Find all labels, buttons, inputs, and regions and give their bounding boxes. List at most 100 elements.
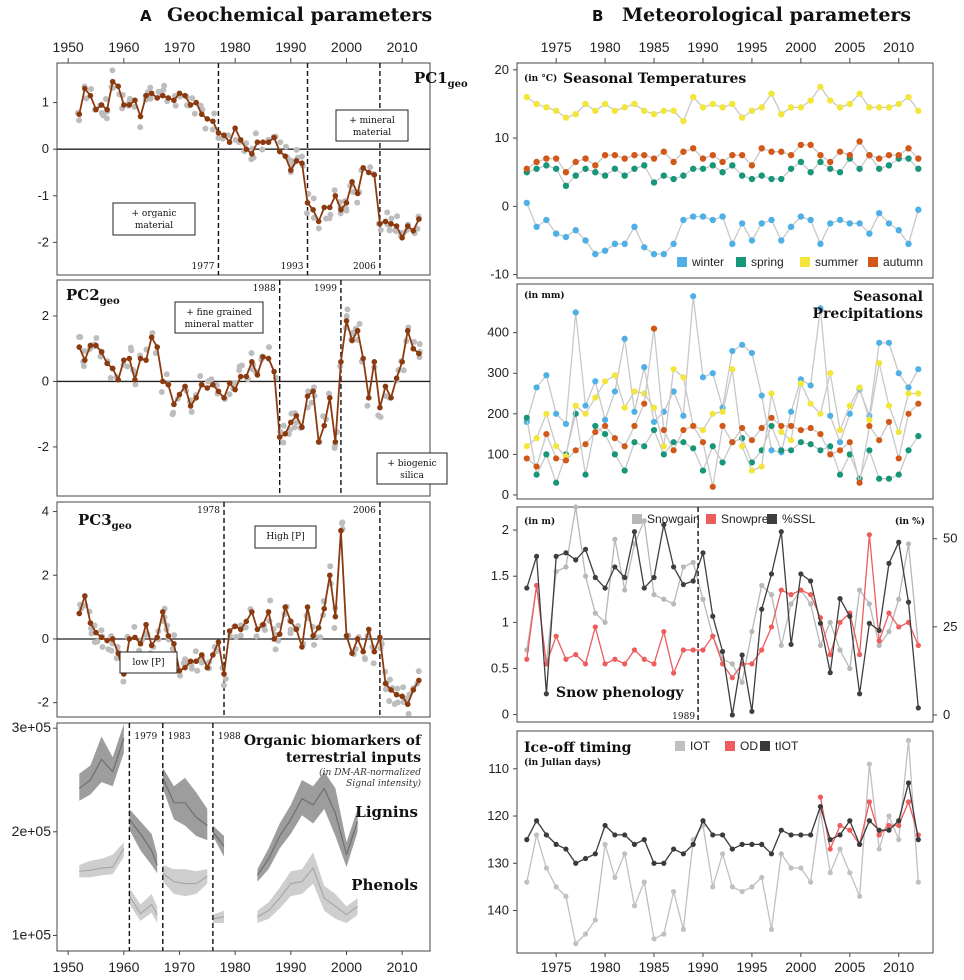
replicate-point: [343, 313, 350, 320]
temp-autumn-point: [650, 155, 658, 162]
pc-point: [93, 342, 99, 349]
snow-pct-SSL-point: [778, 529, 784, 535]
replicate-point: [172, 102, 179, 109]
temp-summer-point: [592, 107, 599, 114]
temp-spring-point: [621, 172, 628, 179]
pc-point: [143, 92, 149, 99]
prec-winter-point: [621, 335, 628, 342]
replicate-point: [236, 363, 243, 370]
pc-point: [148, 90, 155, 97]
replicate-point: [197, 373, 204, 380]
legend-label: winter: [691, 255, 724, 269]
replicate-point: [237, 632, 244, 639]
right-panel-letter: B: [592, 7, 603, 25]
prec-autumn-point: [572, 447, 579, 454]
ice-IOT-point: [778, 851, 784, 857]
ice-tIOT-point: [886, 827, 892, 833]
pc-point: [404, 327, 411, 334]
pc-point: [371, 359, 378, 365]
snow-pct-SSL-point: [680, 581, 687, 588]
temp-winter-point: [885, 220, 893, 227]
replicate-point: [375, 412, 382, 419]
prec-winter-point: [670, 388, 677, 395]
snow-Snowprec-point: [573, 652, 579, 658]
panel-label: PC3geo: [78, 511, 132, 532]
pc-point: [388, 687, 394, 693]
unit-label: (in mm): [524, 290, 565, 301]
temp-autumn-point: [915, 155, 922, 162]
temp-winter-point: [611, 240, 619, 248]
temp-autumn-point: [552, 155, 560, 162]
pc-point: [159, 378, 166, 385]
y-tick-label: 400: [487, 325, 509, 340]
temp-winter-point: [689, 213, 697, 220]
pc-point: [399, 234, 405, 241]
prec-autumn-point: [680, 426, 687, 434]
ice-IOT-point: [671, 888, 677, 895]
prec-spring-point: [670, 439, 677, 446]
pc-point: [187, 403, 194, 409]
series-line-phenols: [128, 895, 158, 915]
replicate-point: [163, 371, 170, 378]
prec-spring-point: [866, 447, 873, 454]
snow-pct-SSL-point: [524, 585, 530, 591]
replicate-point: [124, 363, 131, 370]
temp-winter-point: [846, 220, 853, 227]
unit-label-right: (in %): [895, 516, 925, 527]
temp-spring-point: [915, 165, 922, 172]
replicate-point: [315, 225, 322, 232]
unit-label-left: (in m): [524, 516, 555, 527]
x-tick-label: 1990: [687, 39, 718, 55]
confidence-band-lignins: [79, 724, 124, 801]
replicate-point: [400, 684, 407, 691]
snow-pct-SSL-point: [661, 522, 667, 528]
replicate-point: [132, 381, 139, 388]
confidence-band-lignins: [257, 771, 358, 882]
replicate-point: [266, 344, 273, 351]
legend-label: Snowprec: [721, 512, 774, 526]
ice-IOT-point: [886, 813, 892, 819]
ice-IOT-point: [768, 926, 775, 932]
replicate-point: [277, 139, 284, 146]
snow-pct-SSL-point: [876, 627, 882, 633]
snow-Snowgain-point: [827, 619, 833, 625]
prec-summer-point: [660, 443, 667, 450]
ice-IOT-point: [837, 846, 843, 852]
panel-label-sub: geo: [100, 296, 120, 307]
ice-IOT-point: [915, 879, 921, 885]
replicate-point: [88, 630, 95, 637]
temp-spring-point: [689, 165, 697, 172]
annotation-text: + biogenic: [387, 459, 436, 469]
x-tick-label: 1980: [590, 39, 621, 55]
snow-pct-SSL-point: [641, 585, 647, 591]
legend-swatch: [800, 257, 810, 267]
pc-point: [282, 431, 289, 437]
replicate-point: [320, 413, 327, 420]
temp-autumn-point: [709, 151, 716, 159]
replicate-point: [282, 143, 289, 150]
prec-summer-point: [719, 408, 726, 415]
annotation-text: + organic: [132, 209, 177, 219]
prec-summer-point: [543, 410, 550, 417]
pc-point: [165, 632, 172, 639]
temp-autumn-point: [641, 151, 648, 159]
temp-autumn-point: [768, 148, 775, 155]
pc-point: [282, 153, 289, 159]
temp-autumn-point: [885, 151, 893, 159]
temp-winter-point: [797, 213, 805, 220]
snow-Snowprec-point: [915, 642, 921, 649]
y-tick-label: 130: [487, 855, 509, 870]
temp-summer-point: [905, 93, 912, 101]
pc-point: [109, 365, 116, 372]
y-tick-label: 300: [487, 365, 509, 380]
pc3-frame: [56, 501, 431, 718]
prec-summer-point: [787, 437, 795, 444]
temp-summer-point: [817, 83, 824, 91]
ice-IOT-point: [592, 917, 598, 923]
pc-point: [254, 139, 261, 146]
prec-autumn-point: [523, 455, 530, 462]
snow-pct-SSL-point: [671, 564, 677, 570]
x-tick-label: 1975: [541, 39, 572, 55]
snow-Snowgain-point: [817, 642, 824, 649]
snow-Snowprec-point: [798, 587, 804, 593]
